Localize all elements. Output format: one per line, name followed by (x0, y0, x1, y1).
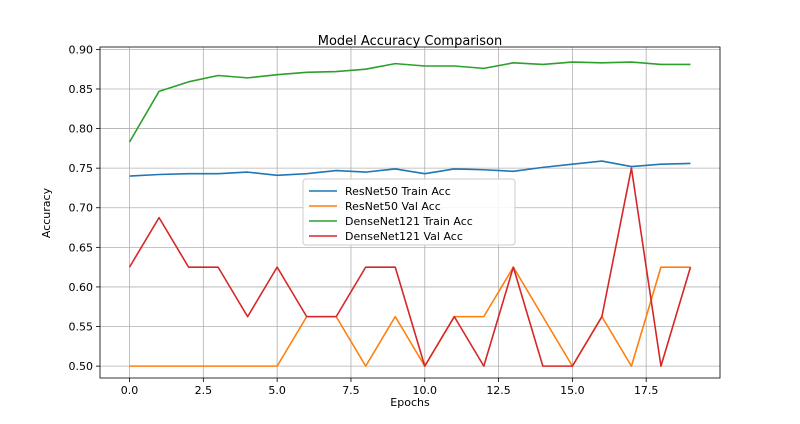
x-tick-label: 10.0 (413, 384, 438, 397)
axis-ticks: 0.0 2.5 5.0 7.5 10.0 12.5 15.0 17.5 0.50 0.55 0.60… (69, 43, 659, 397)
legend-label: ResNet50 Train Acc (345, 185, 451, 198)
y-tick-label: 0.80 (69, 123, 94, 136)
y-tick-label: 0.50 (69, 360, 94, 373)
legend-label: ResNet50 Val Acc (345, 200, 441, 213)
chart-title: Model Accuracy Comparison (318, 34, 502, 49)
legend-label: DenseNet121 Train Acc (345, 215, 473, 228)
x-tick-label: 17.5 (634, 384, 659, 397)
series-lines (128, 61, 692, 367)
grid (100, 47, 720, 378)
x-tick-label: 0.0 (121, 384, 139, 397)
x-tick-label: 7.5 (342, 384, 360, 397)
y-tick-label: 0.55 (69, 321, 94, 334)
legend: ResNet50 Train Acc ResNet50 Val Acc DenseN… (302, 178, 516, 246)
legend-label: DenseNet121 Val Acc (345, 230, 463, 243)
y-tick-label: 0.60 (69, 281, 94, 294)
legend-box (302, 178, 516, 246)
x-axis-label: Epochs (390, 396, 430, 409)
y-tick-label: 0.65 (69, 241, 94, 254)
series-line-resnet50-train-acc (129, 160, 691, 177)
x-tick-label: 15.0 (560, 384, 585, 397)
y-axis-label: Accuracy (40, 187, 53, 238)
x-tick-label: 12.5 (486, 384, 511, 397)
y-tick-label: 0.70 (69, 202, 94, 215)
series-line-densenet121-train-acc (128, 61, 691, 143)
plot-frame (99, 46, 721, 379)
series-line-densenet121-val-acc (128, 167, 692, 367)
x-tick-label: 2.5 (195, 384, 213, 397)
x-tick-label: 5.0 (268, 384, 286, 397)
y-tick-label: 0.90 (69, 43, 94, 56)
y-tick-label: 0.85 (69, 83, 94, 96)
y-tick-label: 0.75 (69, 162, 94, 175)
